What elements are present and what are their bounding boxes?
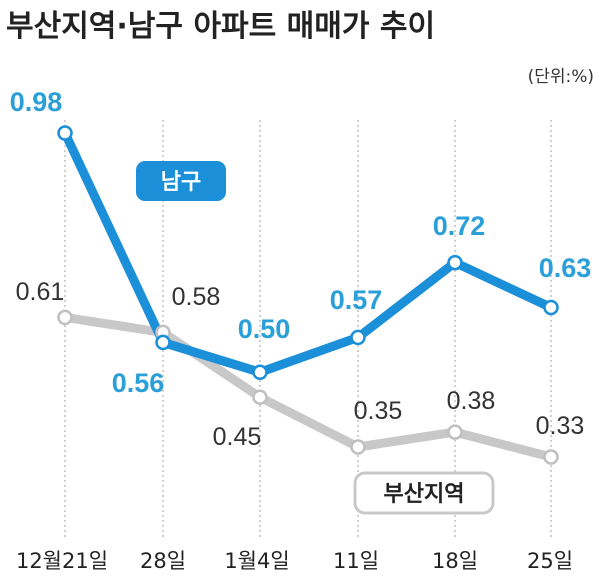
data-label-busan: 0.35 [354, 397, 403, 425]
data-label-busan: 0.61 [16, 278, 65, 306]
data-label-namgu: 0.98 [10, 87, 63, 117]
data-label-namgu: 0.50 [238, 314, 291, 344]
series-line-busan [60, 312, 556, 462]
data-label-busan: 0.58 [172, 283, 221, 311]
x-tick-label: 18일 [432, 549, 478, 573]
x-tick-label: 1월4일 [224, 549, 289, 573]
legend-label-busan: 부산지역 [384, 482, 465, 507]
data-label-busan: 0.38 [447, 387, 496, 415]
data-label-busan: 0.45 [213, 423, 262, 451]
legend-namgu: 남구 [136, 161, 226, 201]
series-markers [57, 125, 559, 465]
legend-badge-namgu [136, 161, 226, 201]
series-line-namgu [60, 128, 556, 377]
data-point-busan [543, 449, 559, 465]
data-point-namgu [543, 299, 559, 316]
data-point-namgu [155, 334, 171, 351]
data-point-namgu [350, 329, 366, 346]
data-label-namgu: 0.72 [433, 211, 486, 241]
data-point-namgu [447, 254, 463, 271]
data-label-namgu: 0.57 [330, 285, 383, 315]
data-point-busan [57, 309, 73, 326]
data-point-busan [350, 439, 366, 455]
x-axis-ticks: 12월21일 28일 1월4일 11일 18일 25일 [16, 549, 573, 573]
x-tick-label: 25일 [527, 549, 573, 573]
series-lines [60, 128, 556, 462]
data-point-namgu [252, 364, 268, 381]
data-label-busan: 0.33 [536, 412, 585, 440]
data-labels: 0.98 0.56 0.50 0.57 0.72 0.63 0.61 0.58 0.45 0.35… [10, 87, 592, 451]
chart-title: 부산지역·남구 아파트 매매가 추이 [6, 9, 435, 44]
data-label-namgu: 0.56 [112, 368, 165, 398]
legend-label-namgu: 남구 [161, 170, 201, 195]
data-point-namgu [57, 125, 73, 141]
data-point-busan [447, 424, 463, 440]
data-label-namgu: 0.63 [539, 253, 592, 283]
x-tick-label: 11일 [333, 549, 379, 573]
legend-badge-busan [353, 471, 495, 515]
data-point-busan [252, 389, 268, 405]
x-tick-label: 12월21일 [16, 549, 108, 573]
legend-busan: 부산지역 [353, 471, 495, 515]
unit-label: (단위:%) [528, 67, 594, 87]
x-tick-label: 28일 [140, 549, 186, 573]
